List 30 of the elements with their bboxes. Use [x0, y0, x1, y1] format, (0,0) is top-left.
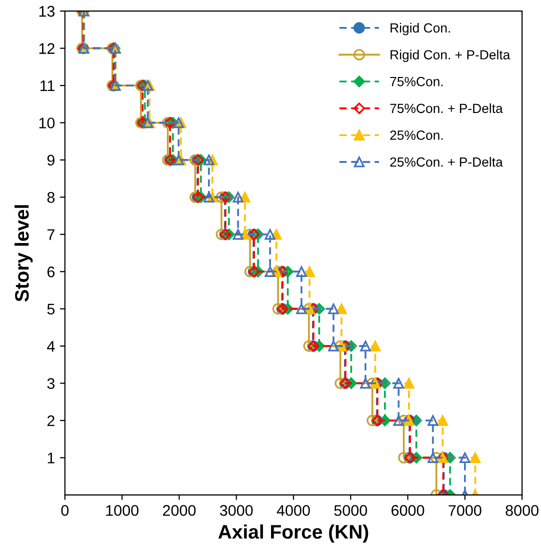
y-tick-label: 11	[40, 80, 54, 92]
y-tick-label: 13	[39, 6, 55, 17]
y-axis-title: Story level	[14, 205, 33, 302]
y-tick-label: 12	[39, 43, 54, 54]
x-axis-title: Axial Force (KN)	[218, 524, 368, 543]
x-tick-label: 3000	[220, 505, 253, 516]
y-tick-label: 9	[47, 154, 54, 166]
x-tick-label: 7000	[448, 505, 482, 516]
y-tick-label: 3	[47, 378, 55, 389]
legend-label: Rigid Con.	[390, 22, 450, 36]
x-tick-label: 0	[61, 505, 69, 516]
legend-label: 25%Con. + P-Delta	[390, 157, 503, 167]
legend-label: Rigid Con. + P-Delta	[390, 50, 510, 62]
x-tick-label: 5000	[334, 505, 368, 516]
y-tick-label: 5	[47, 304, 55, 315]
legend-label: 75%Con.	[390, 76, 443, 86]
y-tick-label: 4	[47, 341, 55, 352]
x-tick-label: 1000	[106, 505, 138, 516]
y-tick-label: 6	[47, 266, 55, 278]
x-tick-label: 6000	[392, 505, 424, 516]
y-tick-label: 10	[39, 118, 55, 128]
x-tick-label: 8000	[506, 505, 538, 516]
legend-label: 75%Con. + P-Delta	[390, 103, 503, 114]
legend-label: 25%Con.	[390, 130, 443, 140]
y-tick-label: 2	[47, 415, 54, 426]
y-tick-label: 1	[48, 452, 54, 464]
x-tick-label: 2000	[162, 505, 196, 516]
y-tick-label: 7	[47, 229, 54, 240]
y-tick-label: 8	[47, 192, 55, 203]
x-tick-label: 4000	[276, 505, 310, 516]
